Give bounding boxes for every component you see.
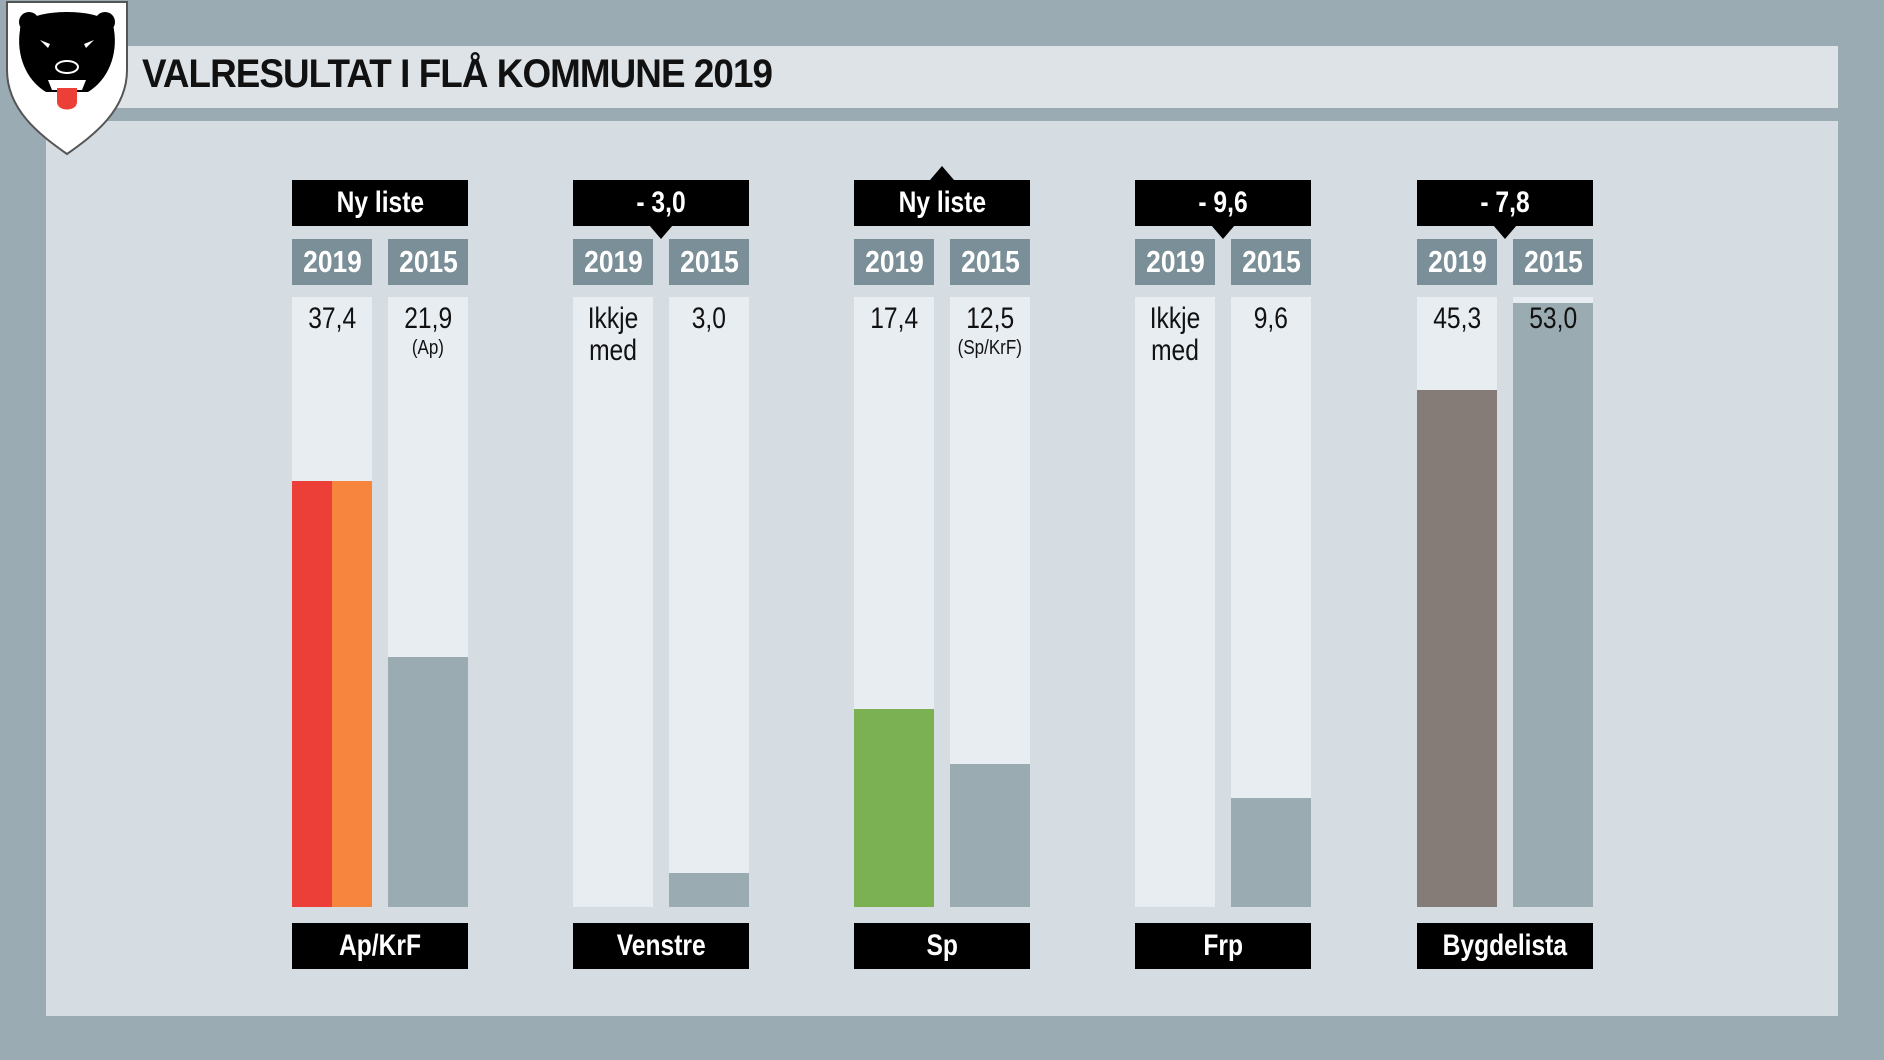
arrow-down-icon bbox=[1493, 225, 1517, 239]
bar-2019 bbox=[1417, 390, 1497, 907]
year-text: 2015 bbox=[960, 244, 1020, 279]
year-text: 2015 bbox=[1523, 244, 1583, 279]
bar-column-2019: 17,4 bbox=[854, 297, 934, 907]
party-group: Ny liste 2019 17,4 2015 12,5 (Sp/KrF) Sp bbox=[854, 0, 1030, 1060]
value-label: 9,6 bbox=[1231, 303, 1311, 335]
change-header: Ny liste bbox=[292, 180, 468, 226]
arrow-down-icon bbox=[649, 225, 673, 239]
page-title: VALRESULTAT I FLÅ KOMMUNE 2019 bbox=[142, 52, 773, 96]
year-label-2015: 2015 bbox=[669, 239, 749, 285]
year-text: 2015 bbox=[679, 244, 739, 279]
change-header: Ny liste bbox=[854, 180, 1030, 226]
note-text: (Sp/KrF) bbox=[957, 337, 1023, 359]
value-label: Ikkje med bbox=[578, 303, 648, 367]
bar-2015 bbox=[950, 764, 1030, 907]
party-text: Bygdelista bbox=[1442, 929, 1568, 962]
value-text: 12,5 bbox=[966, 302, 1014, 335]
change-text: - 7,8 bbox=[1480, 186, 1530, 219]
title-band bbox=[106, 46, 1838, 108]
party-group: Ny liste 2019 37,4 2015 21,9 (Ap) Ap/KrF bbox=[292, 0, 468, 1060]
bar-2015 bbox=[388, 657, 468, 907]
year-text: 2019 bbox=[1427, 244, 1487, 279]
bar-column-2015: 9,6 bbox=[1231, 297, 1311, 907]
bar-column-2015: 53,0 bbox=[1513, 297, 1593, 907]
year-label-2015: 2015 bbox=[950, 239, 1030, 285]
value-text: 45,3 bbox=[1433, 302, 1481, 335]
bar-2015 bbox=[669, 873, 749, 907]
party-group: - 3,0 2019 Ikkje med 2015 3,0 Venstre bbox=[573, 0, 749, 1060]
bar-column-2019: Ikkje med bbox=[573, 297, 653, 907]
party-text: Frp bbox=[1203, 929, 1243, 962]
bar-2015 bbox=[1513, 303, 1593, 907]
year-label-2015: 2015 bbox=[388, 239, 468, 285]
year-label-2015: 2015 bbox=[1513, 239, 1593, 285]
bear-coat-of-arms-icon bbox=[6, 1, 128, 156]
value-text: 53,0 bbox=[1529, 302, 1577, 335]
value-label: 37,4 bbox=[292, 303, 372, 335]
value-text: 9,6 bbox=[1253, 302, 1289, 335]
year-text: 2019 bbox=[1145, 244, 1205, 279]
year-label-2019: 2019 bbox=[1417, 239, 1497, 285]
change-text: Ny liste bbox=[336, 186, 424, 219]
value-label: 21,9 bbox=[388, 303, 468, 335]
party-group: - 9,6 2019 Ikkje med 2015 9,6 Frp bbox=[1135, 0, 1311, 1060]
value-note: (Sp/KrF) bbox=[950, 337, 1030, 360]
party-group: - 7,8 2019 45,3 2015 53,0 Bygdelista bbox=[1417, 0, 1593, 1060]
arrow-up-icon bbox=[930, 166, 954, 180]
year-text: 2019 bbox=[583, 244, 643, 279]
year-text: 2015 bbox=[1241, 244, 1301, 279]
bar-2019 bbox=[332, 481, 372, 907]
party-label: Ap/KrF bbox=[292, 923, 468, 969]
change-header: - 9,6 bbox=[1135, 180, 1311, 226]
bar-2015 bbox=[1231, 798, 1311, 907]
year-label-2019: 2019 bbox=[1135, 239, 1215, 285]
value-label: 45,3 bbox=[1417, 303, 1497, 335]
change-text: - 3,0 bbox=[636, 186, 686, 219]
change-text: - 9,6 bbox=[1198, 186, 1248, 219]
bar-column-2019: Ikkje med bbox=[1135, 297, 1215, 907]
party-label: Venstre bbox=[573, 923, 749, 969]
bar-column-2019: 45,3 bbox=[1417, 297, 1497, 907]
value-label: 53,0 bbox=[1513, 303, 1593, 335]
value-text: 3,0 bbox=[691, 302, 727, 335]
bar-column-2015: 3,0 bbox=[669, 297, 749, 907]
year-label-2015: 2015 bbox=[1231, 239, 1311, 285]
change-text: Ny liste bbox=[898, 186, 986, 219]
year-label-2019: 2019 bbox=[292, 239, 372, 285]
party-text: Sp bbox=[926, 929, 958, 962]
value-label: 3,0 bbox=[669, 303, 749, 335]
year-label-2019: 2019 bbox=[573, 239, 653, 285]
value-label: 12,5 bbox=[950, 303, 1030, 335]
value-label: 17,4 bbox=[854, 303, 934, 335]
value-text: Ikkje med bbox=[1149, 302, 1201, 367]
arrow-down-icon bbox=[1211, 225, 1235, 239]
party-text: Venstre bbox=[616, 929, 706, 962]
value-text: 21,9 bbox=[404, 302, 452, 335]
year-text: 2015 bbox=[398, 244, 458, 279]
value-text: 17,4 bbox=[870, 302, 918, 335]
year-label-2019: 2019 bbox=[854, 239, 934, 285]
bar-column-2019: 37,4 bbox=[292, 297, 372, 907]
value-note: (Ap) bbox=[388, 337, 468, 360]
bar-2019 bbox=[292, 481, 332, 907]
party-label: Sp bbox=[854, 923, 1030, 969]
party-text: Ap/KrF bbox=[339, 929, 421, 962]
bar-column-2015: 21,9 (Ap) bbox=[388, 297, 468, 907]
change-header: - 7,8 bbox=[1417, 180, 1593, 226]
year-text: 2019 bbox=[302, 244, 362, 279]
year-text: 2019 bbox=[864, 244, 924, 279]
value-text: Ikkje med bbox=[587, 302, 639, 367]
value-label: Ikkje med bbox=[1140, 303, 1210, 367]
change-header: - 3,0 bbox=[573, 180, 749, 226]
party-label: Bygdelista bbox=[1417, 923, 1593, 969]
party-label: Frp bbox=[1135, 923, 1311, 969]
bar-column-2015: 12,5 (Sp/KrF) bbox=[950, 297, 1030, 907]
value-text: 37,4 bbox=[308, 302, 356, 335]
note-text: (Ap) bbox=[411, 337, 445, 359]
bar-2019 bbox=[854, 709, 934, 907]
